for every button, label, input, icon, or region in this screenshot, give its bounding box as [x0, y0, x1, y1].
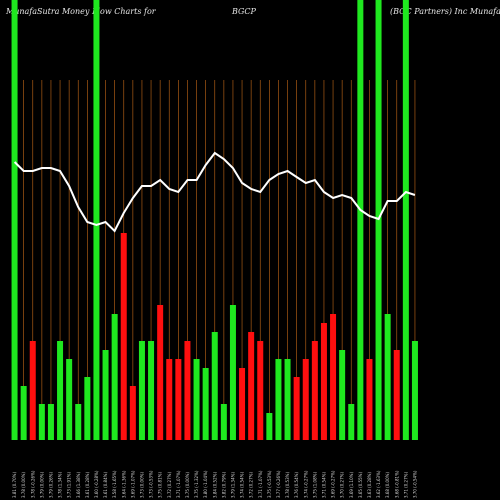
x-tick-label: 3.80 (-1.04%) — [203, 470, 208, 498]
price-line-group — [13, 151, 416, 233]
x-tick-label: 3.69 (1.10%) — [349, 472, 354, 498]
x-tick-label: 3.76 (0.54%) — [294, 472, 299, 498]
money-flow-bar — [211, 332, 218, 440]
chart-title-symbol: BGCP — [231, 7, 257, 16]
money-flow-bar — [293, 377, 300, 440]
money-flow-bar — [339, 350, 346, 440]
money-flow-bar — [393, 350, 400, 440]
money-flow-bar — [57, 341, 64, 440]
money-flow-bar — [184, 341, 191, 440]
x-tick-label: 3.69 (-0.27%) — [331, 470, 336, 498]
money-flow-bar — [311, 341, 318, 440]
x-tick-label: 3.79 (0.26%) — [48, 472, 53, 498]
money-flow-bar — [384, 314, 391, 440]
money-flow-bar — [148, 341, 155, 440]
x-tick-label: 3.74 (-0.27%) — [303, 470, 308, 498]
money-flow-bar — [193, 359, 200, 440]
money-flow-bar — [239, 368, 246, 440]
money-flow-bar — [47, 404, 54, 440]
x-tick-label: 3.68 (-0.81%) — [394, 470, 399, 498]
x-tick-label: 3.72 (0.27%) — [167, 472, 172, 498]
x-tick-label: 3.64 (-1.36%) — [121, 470, 126, 498]
money-flow-bar — [84, 377, 91, 440]
x-tick-label: 3.75 (-1.32%) — [194, 470, 199, 498]
price-line — [13, 151, 416, 233]
x-tick-label: 3.78 (-0.26%) — [30, 470, 35, 498]
money-flow-bar — [129, 386, 136, 440]
x-tick-label: 3.78 (1.34%) — [58, 472, 63, 498]
x-tick-label: 3.75 (0.00%) — [185, 472, 190, 498]
x-tick-label: 3.79 (1.34%) — [230, 472, 235, 498]
x-tick-label: 3.74 (0.54%) — [240, 472, 245, 498]
x-tick-label: 3.70 (-0.54%) — [412, 470, 417, 498]
x-tick-label: 3.82 (0.79%) — [221, 472, 226, 498]
money-flow-bar — [275, 359, 282, 440]
money-flow-bar — [175, 359, 182, 440]
money-flow-bar — [138, 341, 145, 440]
x-tick-label: 3.62 (-1.63%) — [376, 470, 381, 498]
money-flow-bar — [202, 368, 209, 440]
money-flow-bar — [66, 359, 73, 440]
x-tick-label: 3.66 (1.38%) — [76, 472, 81, 498]
money-flow-bar — [229, 305, 236, 440]
money-flow-bar — [330, 314, 337, 440]
money-flow-bar — [157, 305, 164, 440]
money-flow-bar — [348, 404, 355, 440]
x-tick-label: 3.84 (0.52%) — [212, 472, 217, 498]
money-flow-bar — [111, 314, 118, 440]
x-tick-label: 3.73 (0.00%) — [139, 472, 144, 498]
money-flow-bar — [302, 359, 309, 440]
x-tick-label: 3.68 (0.00%) — [385, 472, 390, 498]
money-flow-bar — [102, 350, 109, 440]
money-flow-bar — [29, 341, 36, 440]
x-tick-label: 3.78 (0.00%) — [21, 472, 26, 498]
x-tick-label: 3.75 (-0.53%) — [267, 470, 272, 498]
money-flow-bar — [20, 386, 27, 440]
chart-title-left: MunafaSutra Money Flow Charts for — [5, 7, 157, 16]
chart-title-right: (BGC Partners) Inc MunafaSutra.com — [390, 7, 500, 16]
x-tick-label: 3.77 (-0.26%) — [276, 470, 281, 498]
money-flow-bar — [120, 233, 127, 440]
money-flow-bar — [284, 359, 291, 440]
x-tick-label: 3.61 (0.28%) — [85, 472, 90, 498]
money-flow-bar — [220, 404, 227, 440]
money-flow-bar — [38, 404, 45, 440]
money-flow-bar — [93, 0, 100, 440]
x-tick-label: 3.71 (0.54%) — [321, 472, 326, 498]
money-flow-bar — [11, 0, 18, 440]
x-tick-label: 3.65 (0.55%) — [358, 472, 363, 498]
x-tick-label: 3.75 (0.81%) — [158, 472, 163, 498]
money-flow-bar — [166, 359, 173, 440]
x-tick-label: 3.61 (0.84%) — [103, 472, 108, 498]
x-tick-label: 3.71 (-1.07%) — [258, 470, 263, 498]
x-tick-label: 3.58 (-1.65%) — [112, 470, 117, 498]
money-flow-bar — [320, 323, 327, 440]
x-tick-label: 3.71 (0.27%) — [403, 472, 408, 498]
x-tick-label: 3.63 (0.28%) — [367, 472, 372, 498]
money-flow-bar — [248, 332, 255, 440]
x-tick-labels: 3.81 (0.70%) 3.78 (0.00%) 3.78 (-0.26%) 3.7… — [12, 470, 417, 498]
x-tick-label: 3.71 (-1.07%) — [176, 470, 181, 498]
x-tick-label: 3.72 (0.27%) — [249, 472, 254, 498]
money-flow-bar — [257, 341, 264, 440]
x-tick-label: 3.69 (-1.07%) — [130, 470, 135, 498]
x-tick-label: 3.70 (0.27%) — [340, 472, 345, 498]
x-tick-label: 3.75 (1.08%) — [312, 472, 317, 498]
x-tick-label: 3.73 (1.91%) — [67, 472, 72, 498]
x-tick-label: 3.73 (-0.53%) — [149, 470, 154, 498]
money-flow-bar — [357, 0, 364, 440]
x-tick-label: 3.60 (-0.28%) — [94, 470, 99, 498]
x-tick-label: 3.81 (0.70%) — [12, 472, 17, 498]
money-flow-bar — [266, 413, 273, 440]
money-flow-bar — [402, 0, 409, 440]
money-flow-bar — [366, 359, 373, 440]
money-flow-bar — [75, 404, 82, 440]
x-tick-label: 3.78 (0.53%) — [285, 472, 290, 498]
x-tick-label: 3.79 (0.00%) — [39, 472, 44, 498]
money-flow-bar — [411, 341, 418, 440]
